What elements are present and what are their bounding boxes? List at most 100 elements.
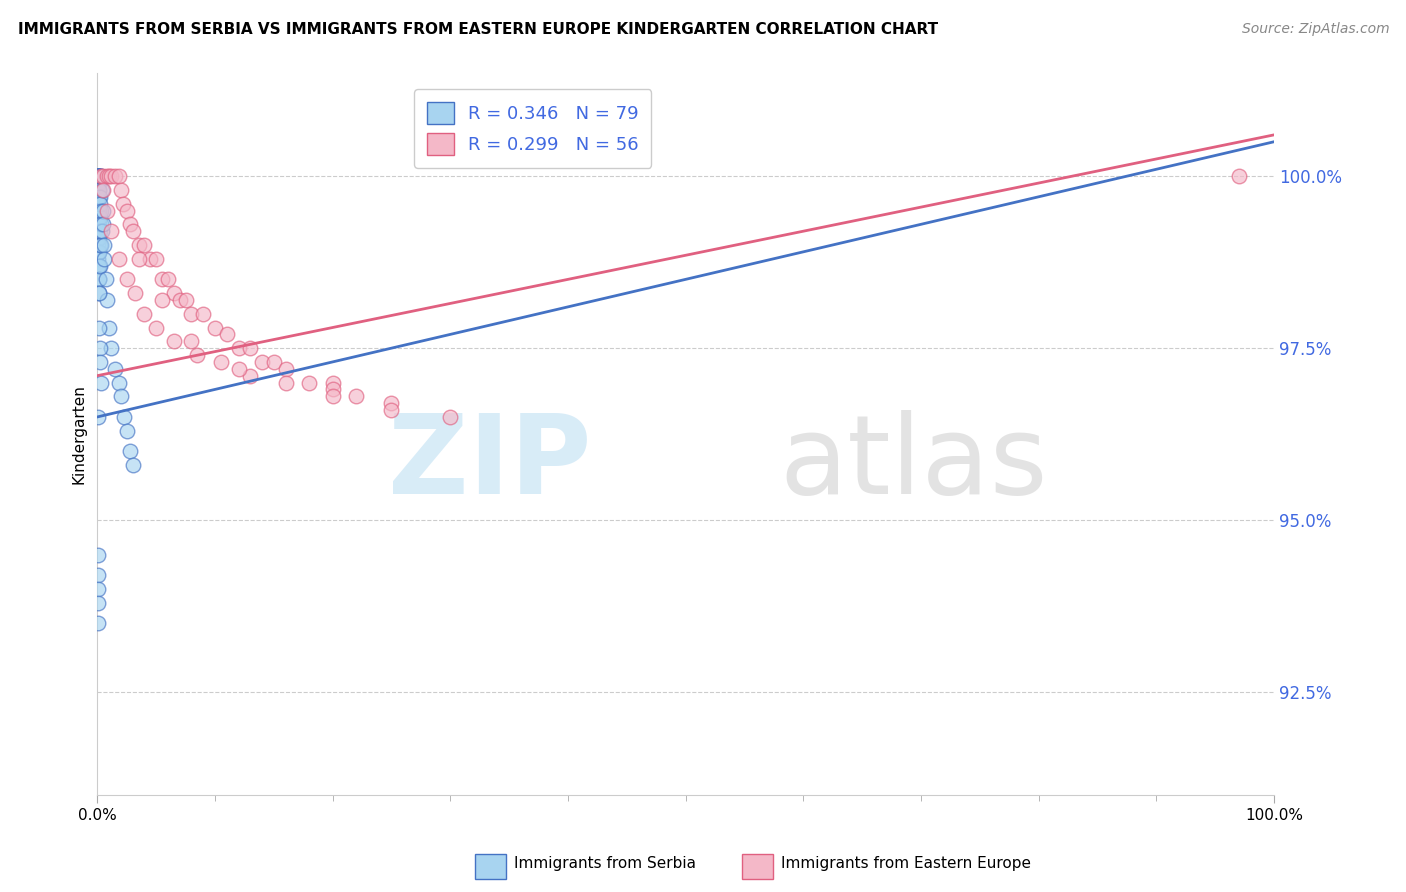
Text: Immigrants from Eastern Europe: Immigrants from Eastern Europe	[782, 856, 1031, 871]
Point	[87, 169, 110, 183]
Point	[107, 169, 129, 183]
Point	[89, 259, 111, 273]
Point	[322, 376, 344, 390]
Point	[91, 183, 114, 197]
Point	[115, 424, 138, 438]
Point	[107, 376, 129, 390]
Point	[139, 252, 162, 266]
Point	[87, 259, 110, 273]
Point	[91, 183, 114, 197]
Point	[100, 169, 122, 183]
Point	[263, 355, 285, 369]
Text: ZIP: ZIP	[388, 409, 592, 516]
Point	[90, 376, 112, 390]
Point	[115, 203, 138, 218]
Point	[380, 396, 402, 410]
Point	[87, 203, 110, 218]
Point	[344, 389, 367, 403]
Point	[128, 238, 150, 252]
Point	[90, 169, 112, 183]
Point	[87, 183, 110, 197]
Point	[94, 272, 117, 286]
Point	[90, 169, 112, 183]
Point	[90, 169, 112, 183]
Point	[112, 196, 135, 211]
Point	[204, 320, 226, 334]
Point	[93, 238, 115, 252]
Point	[87, 596, 110, 610]
Point	[145, 320, 167, 334]
Point	[120, 217, 142, 231]
Legend: R = 0.346   N = 79, R = 0.299   N = 56: R = 0.346 N = 79, R = 0.299 N = 56	[413, 89, 651, 168]
Point	[87, 231, 110, 245]
Point	[87, 272, 110, 286]
Point	[87, 259, 110, 273]
Point	[156, 272, 179, 286]
Point	[87, 169, 110, 183]
Point	[134, 238, 156, 252]
Point	[87, 616, 110, 631]
Point	[87, 252, 110, 266]
Point	[87, 224, 110, 238]
Point	[87, 217, 110, 231]
Point	[87, 183, 110, 197]
Point	[100, 341, 122, 355]
Point	[87, 320, 110, 334]
Point	[115, 272, 138, 286]
Point	[87, 211, 110, 225]
Point	[169, 293, 191, 307]
Point	[89, 341, 111, 355]
Point	[239, 341, 262, 355]
Point	[87, 244, 110, 259]
Point	[96, 169, 118, 183]
Point	[91, 224, 114, 238]
Point	[87, 169, 110, 183]
Point	[90, 238, 112, 252]
Point	[98, 320, 121, 334]
Point	[180, 334, 202, 349]
Point	[110, 183, 132, 197]
Point	[87, 183, 110, 197]
Point	[87, 190, 110, 204]
Point	[89, 196, 111, 211]
Point	[121, 458, 143, 472]
Point	[87, 548, 110, 562]
Text: Immigrants from Serbia: Immigrants from Serbia	[515, 856, 696, 871]
Point	[87, 224, 110, 238]
Point	[87, 169, 110, 183]
Point	[89, 169, 111, 183]
Point	[87, 244, 110, 259]
Text: IMMIGRANTS FROM SERBIA VS IMMIGRANTS FROM EASTERN EUROPE KINDERGARTEN CORRELATIO: IMMIGRANTS FROM SERBIA VS IMMIGRANTS FRO…	[18, 22, 938, 37]
Point	[87, 176, 110, 190]
Point	[228, 341, 250, 355]
Point	[87, 169, 110, 183]
Point	[112, 409, 135, 424]
Point	[1227, 169, 1250, 183]
Point	[104, 169, 127, 183]
Point	[96, 293, 118, 307]
Point	[180, 307, 202, 321]
Point	[87, 409, 110, 424]
Point	[87, 203, 110, 218]
Point	[93, 252, 115, 266]
Point	[128, 252, 150, 266]
Point	[87, 196, 110, 211]
Point	[174, 293, 197, 307]
Point	[89, 190, 111, 204]
Point	[87, 217, 110, 231]
Point	[90, 203, 112, 218]
Point	[91, 217, 114, 231]
Point	[107, 252, 129, 266]
Point	[87, 203, 110, 218]
Point	[439, 409, 461, 424]
Point	[89, 169, 111, 183]
Point	[87, 169, 110, 183]
Point	[87, 190, 110, 204]
Point	[87, 244, 110, 259]
Point	[89, 238, 111, 252]
Point	[104, 361, 127, 376]
Y-axis label: Kindergarten: Kindergarten	[72, 384, 86, 484]
Point	[87, 169, 110, 183]
Point	[121, 224, 143, 238]
Point	[250, 355, 273, 369]
